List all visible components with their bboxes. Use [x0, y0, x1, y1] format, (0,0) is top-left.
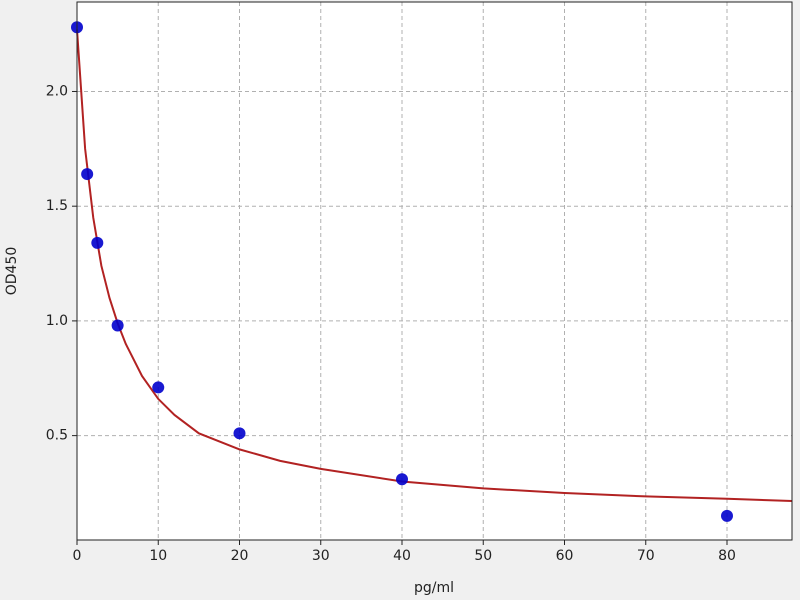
data-point	[91, 236, 104, 249]
y-tick-label: 1.0	[46, 313, 68, 329]
data-point	[721, 509, 733, 522]
y-tick-label: 2.0	[46, 83, 68, 99]
x-tick-label: 60	[556, 548, 574, 564]
x-tick-label: 70	[637, 548, 655, 564]
y-tick-label: 0.5	[46, 428, 68, 444]
plot-area	[77, 2, 792, 540]
data-point	[152, 381, 165, 394]
data-point	[233, 427, 246, 440]
grid	[76, 2, 792, 540]
data-point	[111, 319, 124, 332]
x-tick-label: 50	[474, 548, 492, 564]
x-tick-label: 10	[149, 548, 167, 564]
data-point	[396, 473, 408, 486]
x-tick-label: 0	[73, 548, 82, 564]
x-tick-label: 30	[312, 548, 330, 564]
fit-curve	[76, 29, 793, 502]
data-point	[81, 168, 94, 181]
plot-frame	[76, 1, 793, 541]
x-axis-label: pg/ml	[414, 580, 454, 596]
x-tick-label: 80	[718, 548, 736, 564]
x-tick-label: 40	[393, 548, 411, 564]
x-tick-label: 20	[231, 548, 249, 564]
y-axis-label: OD450	[4, 247, 20, 296]
y-tick-label: 1.5	[46, 198, 68, 214]
